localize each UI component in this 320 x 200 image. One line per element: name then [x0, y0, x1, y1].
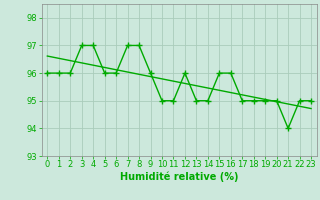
X-axis label: Humidité relative (%): Humidité relative (%)	[120, 172, 238, 182]
